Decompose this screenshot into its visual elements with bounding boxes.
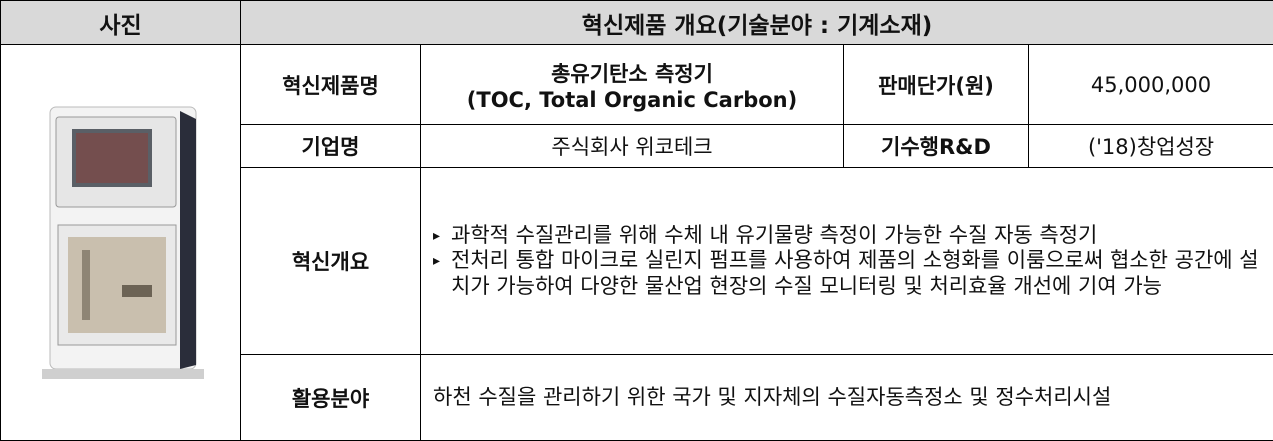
summary-label: 혁신개요 [241,168,421,355]
overview-header: 혁신제품 개요(기술분야 : 기계소재) [241,1,1273,45]
usage: 하천 수질을 관리하기 위한 국가 및 지자체의 수질자동측정소 및 정수처리시… [421,355,1273,441]
header-row: 사진 혁신제품 개요(기술분야 : 기계소재) [1,1,1273,45]
photo-cell [1,45,241,441]
usage-label: 활용분야 [241,355,421,441]
row: 혁신제품명 총유기탄소 측정기 (TOC, Total Organic Carb… [1,45,1273,125]
name-line: 총유기탄소 측정기 [429,58,835,88]
company: 주식회사 위코테크 [421,125,844,168]
summary: 과학적 수질관리를 위해 수체 내 유기물량 측정이 가능한 수질 자동 측정기… [421,168,1273,355]
name-label: 혁신제품명 [241,45,421,125]
price-label: 판매단가(원) [844,45,1029,125]
summary-bullet: 전처리 통합 마이크로 실린지 펌프를 사용하여 제품의 소형화를 이룸으로써 … [433,248,1265,298]
product-photo [2,45,240,435]
rnd: ('18)창업성장 [1029,125,1273,168]
name-line: (TOC, Total Organic Carbon) [429,88,835,112]
photo-header: 사진 [1,1,241,45]
company-label: 기업명 [241,125,421,168]
product-name: 총유기탄소 측정기 (TOC, Total Organic Carbon) [421,45,844,125]
summary-bullet: 과학적 수질관리를 위해 수체 내 유기물량 측정이 가능한 수질 자동 측정기 [433,223,1265,248]
price: 45,000,000 [1029,45,1273,125]
rnd-label: 기수행R&D [844,125,1029,168]
